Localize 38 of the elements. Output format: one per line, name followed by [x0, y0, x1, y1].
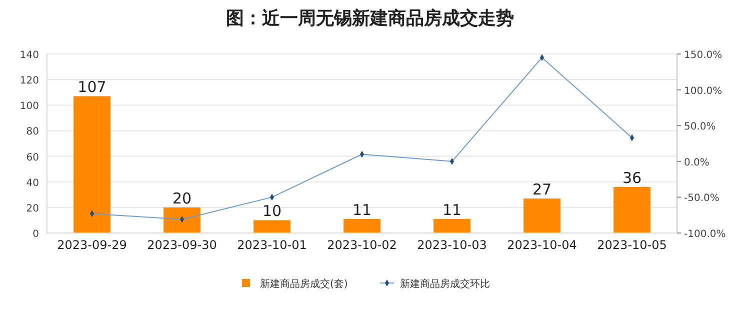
x-tick-label: 2023-10-05	[597, 238, 667, 252]
x-tick-label: 2023-09-30	[147, 238, 217, 252]
bar	[434, 218, 470, 233]
data-label: 107	[78, 78, 106, 96]
x-tick-label: 2023-10-03	[417, 238, 487, 252]
y-tick-label: 0	[32, 229, 39, 240]
chart-title: 图：近一周无锡新建商品房成交走势	[226, 8, 514, 29]
y-tick-label: 140	[20, 50, 39, 61]
x-tick-label: 2023-10-02	[327, 238, 397, 252]
y-tick-label: 40	[26, 178, 39, 189]
data-label: 36	[622, 168, 642, 187]
y2-tick-label: -100.0%	[684, 229, 726, 240]
bar	[74, 96, 110, 233]
x-tick-label: 2023-10-01	[237, 238, 307, 252]
y2-tick-label: -50.0%	[684, 193, 720, 204]
y2-tick-label: 50.0%	[684, 122, 716, 133]
y2-tick-label: 0.0%	[684, 157, 710, 168]
data-label: 27	[532, 180, 552, 198]
data-label: 20	[172, 189, 192, 208]
y-tick-label: 100	[20, 101, 39, 112]
y2-tick-label: 100.0%	[684, 86, 722, 97]
y-tick-label: 60	[26, 152, 39, 164]
data-label: 11	[442, 200, 462, 219]
bar	[614, 186, 650, 233]
legend-label: 新建商品房成交(套)	[260, 278, 348, 290]
x-tick-label: 2023-09-29	[57, 238, 127, 252]
data-label: 10	[262, 202, 282, 220]
y2-tick-label: 150.0%	[684, 50, 722, 61]
data-label: 11	[352, 200, 372, 219]
y-tick-label: 20	[26, 203, 39, 214]
bar	[524, 198, 560, 233]
y-tick-label: 80	[26, 126, 39, 138]
y-tick-label: 120	[20, 76, 39, 87]
legend-label: 新建商品房成交环比	[400, 278, 490, 290]
x-tick-label: 2023-10-04	[507, 238, 577, 252]
bar	[254, 220, 290, 233]
bar	[344, 218, 380, 233]
bar	[164, 207, 200, 233]
